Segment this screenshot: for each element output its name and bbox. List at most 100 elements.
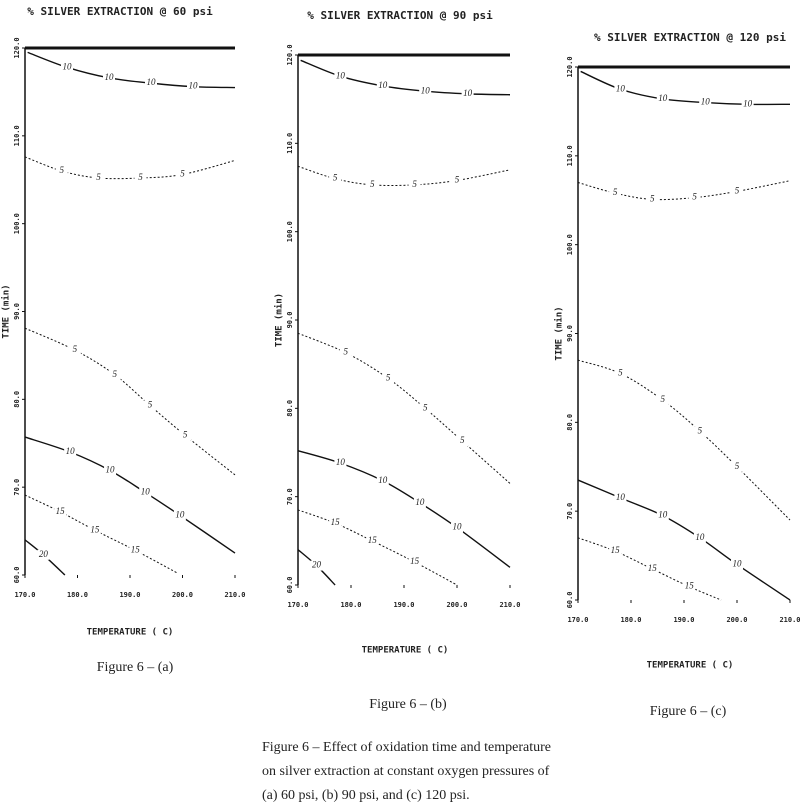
x-tick-label: 210.0: [224, 591, 245, 599]
contour-label: 5: [650, 193, 655, 203]
contour-label: 15: [90, 524, 100, 534]
label-gap: [731, 461, 743, 472]
contour-label: 15: [368, 535, 378, 545]
label-gap: [64, 447, 77, 458]
x-tick-label: 200.0: [172, 591, 193, 599]
contour-label: 5: [96, 172, 101, 182]
x-tick-label: 180.0: [340, 601, 361, 609]
label-gap: [408, 179, 421, 190]
label-gap: [688, 192, 701, 203]
label-gap: [176, 169, 189, 180]
panel-caption: Figure 6 – (c): [650, 704, 727, 719]
contour-label: 5: [60, 165, 65, 175]
contour-label: 5: [613, 187, 618, 197]
y-tick-label: 120.0: [566, 56, 574, 77]
label-gap: [37, 549, 50, 560]
contour-label: 15: [648, 563, 658, 573]
contour-label: 10: [378, 475, 388, 485]
label-gap: [609, 188, 622, 199]
label-gap: [609, 546, 622, 557]
contour-label: 15: [56, 506, 66, 516]
y-tick-label: 80.0: [566, 414, 574, 431]
x-tick-label: 210.0: [499, 601, 520, 609]
y-tick-label: 60.0: [13, 567, 21, 584]
label-gap: [310, 560, 323, 571]
contour-label: 10: [147, 77, 157, 87]
label-gap: [419, 86, 432, 97]
y-tick-label: 100.0: [13, 213, 21, 234]
label-gap: [376, 475, 389, 486]
x-tick-label: 170.0: [567, 616, 588, 624]
y-tick-label: 70.0: [13, 479, 21, 496]
y-tick-label: 80.0: [13, 391, 21, 408]
label-gap: [179, 430, 192, 441]
contour-label: 5: [370, 179, 375, 189]
contour-label: 10: [336, 457, 346, 467]
y-tick-label: 90.0: [566, 325, 574, 342]
label-gap: [461, 88, 474, 99]
label-gap: [731, 186, 743, 197]
contour-line: [297, 332, 511, 484]
contour-label: 10: [141, 486, 151, 496]
label-gap: [451, 522, 463, 533]
contour-label: 10: [421, 85, 431, 95]
label-gap: [61, 62, 73, 73]
contour-line: [297, 450, 511, 568]
label-gap: [334, 71, 347, 82]
caption-line: Figure 6 – Effect of oxidation time and …: [262, 740, 551, 755]
contour-label: 15: [685, 581, 695, 591]
contour-line: [297, 509, 458, 586]
contour-label: 10: [733, 559, 743, 569]
label-gap: [329, 173, 342, 184]
label-gap: [699, 97, 712, 108]
contour-label: 10: [106, 465, 116, 475]
x-tick-label: 190.0: [393, 601, 414, 609]
x-tick-label: 200.0: [446, 601, 467, 609]
contour-label: 5: [460, 435, 465, 445]
contour-line: [27, 51, 236, 89]
contour-label: 5: [455, 174, 460, 184]
label-gap: [741, 99, 754, 110]
contour-label: 10: [616, 492, 626, 502]
contour-label: 5: [343, 347, 348, 357]
contour-label: 5: [412, 179, 417, 189]
y-tick-label: 110.0: [13, 125, 21, 146]
label-gap: [693, 426, 706, 437]
contour-label: 5: [692, 192, 697, 202]
contour-line: [300, 59, 511, 96]
y-tick-label: 90.0: [13, 303, 21, 320]
label-gap: [693, 532, 706, 543]
y-tick-label: 120.0: [13, 37, 21, 58]
label-gap: [88, 525, 101, 536]
contour-label: 10: [463, 88, 473, 98]
contour-label: 10: [743, 98, 753, 108]
label-gap: [92, 172, 105, 183]
y-tick-label: 100.0: [566, 234, 574, 255]
label-gap: [54, 506, 67, 517]
contour-line: [24, 494, 179, 574]
contour-label: 5: [698, 425, 703, 435]
contour-label: 10: [63, 61, 73, 71]
label-gap: [134, 172, 147, 183]
contour-label: 10: [175, 509, 185, 519]
contour-line: [577, 359, 791, 521]
contour-label: 5: [386, 372, 391, 382]
label-gap: [456, 436, 469, 447]
label-gap: [145, 78, 157, 89]
contour-label: 10: [415, 497, 425, 507]
y-tick-label: 90.0: [286, 312, 294, 329]
label-gap: [129, 545, 142, 556]
label-gap: [55, 165, 68, 176]
contour-label: 10: [658, 93, 668, 103]
x-tick-label: 170.0: [14, 591, 35, 599]
contour-label: 5: [661, 394, 666, 404]
label-gap: [419, 403, 432, 414]
label-gap: [614, 492, 627, 503]
label-gap: [104, 465, 117, 476]
contour-label: 20: [312, 560, 322, 570]
y-tick-label: 110.0: [566, 145, 574, 166]
y-tick-label: 80.0: [286, 400, 294, 417]
contour-label: 15: [331, 517, 341, 527]
x-axis-label: TEMPERATURE ( C): [647, 661, 734, 671]
